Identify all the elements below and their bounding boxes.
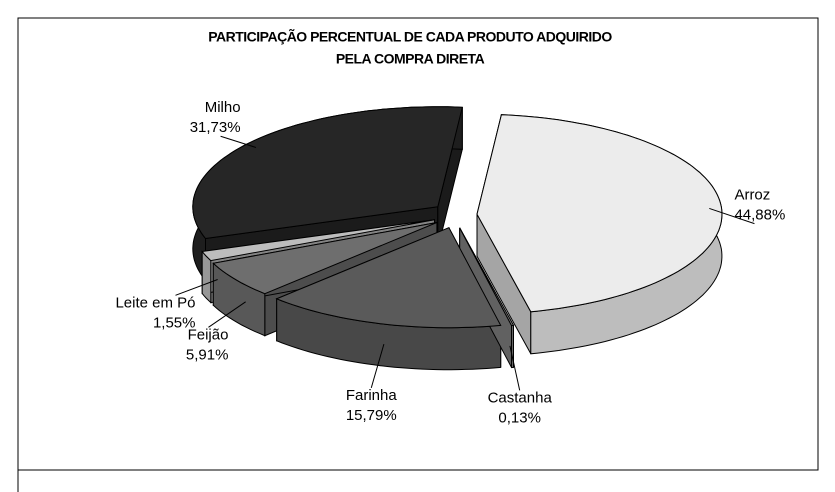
slice-value-label: 31,73% xyxy=(190,119,241,136)
leader-line xyxy=(509,345,521,391)
slice-label: Leite em Pó xyxy=(115,294,195,311)
chart-title: PARTICIPAÇÃO PERCENTUAL DE CADA PRODUTO … xyxy=(208,28,612,45)
slice-value-label: 44,88% xyxy=(734,207,785,224)
leader-line xyxy=(709,207,755,225)
slice-value-label: 5,91% xyxy=(186,346,229,363)
slice xyxy=(275,227,502,329)
slice xyxy=(459,227,515,327)
leader-line xyxy=(208,301,246,328)
slice-label: Arroz xyxy=(734,187,770,204)
slice-value-label: 0,13% xyxy=(498,409,541,426)
leader-line xyxy=(220,135,257,148)
leader-line xyxy=(370,343,385,388)
slice-label: Castanha xyxy=(488,389,553,406)
slice-label: Milho xyxy=(205,99,241,116)
slice xyxy=(476,114,723,313)
slice xyxy=(212,222,438,295)
slice-value-label: 15,79% xyxy=(346,407,397,424)
slice xyxy=(201,219,435,262)
chart-title: PELA COMPRA DIRETA xyxy=(336,51,485,67)
slice-label: Farinha xyxy=(346,387,398,404)
slice-value-label: 1,55% xyxy=(153,314,196,331)
slice-label: Feijão xyxy=(188,326,229,343)
leader-line xyxy=(175,279,218,296)
